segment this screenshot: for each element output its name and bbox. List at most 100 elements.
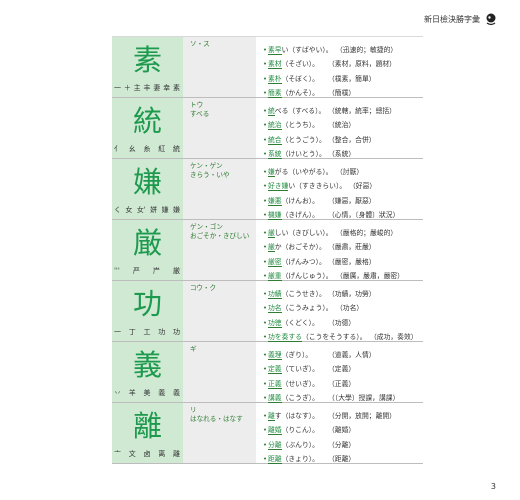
word-reading: （げんじゅう）。 [281, 272, 333, 280]
bullet-icon: • [263, 89, 268, 97]
kanji-entry-row: 離亠文卤离離リはなれる・はなす • 離す（はなす）。 （分開，放開；離開） • 離婚（りこ… [112, 403, 423, 464]
word-meaning: （簡樸） [328, 89, 356, 97]
word-kanji: 統合 [268, 135, 282, 145]
stroke-step: 羊 [128, 389, 136, 397]
word-meaning: （討厭） [336, 167, 364, 176]
word-term: 離す（はなす）。 [268, 410, 328, 421]
on-reading: コウ・ク [190, 284, 217, 292]
word-reading: （げんみつ）。 [281, 257, 326, 266]
stroke-step: 文 [128, 450, 136, 458]
word-term: 距離（きょり）。 [268, 453, 328, 464]
example-words-cell: • 義理（ぎり）。 （道義，人情） • 定義（ていぎ）。 （定義） • 正義（せいぎ）。 （正義… [256, 342, 423, 403]
reading-cell: トウ すべる [183, 98, 256, 158]
word-kanji: 厳重 [268, 272, 282, 281]
word-term: 素朴（そぼく）。 [268, 73, 328, 84]
word-term: 功名（こうみょう）。 [268, 302, 336, 313]
reading-cell: ゲン・ゴン おごそか・きびしい [183, 220, 256, 280]
kanji-character: 嫌 [132, 165, 162, 199]
example-word: • 好き嫌い（すききらい）。 （好惡） [263, 176, 423, 191]
word-meaning: （樸素，簡單） [328, 74, 376, 83]
word-meaning: （功名） [336, 304, 364, 312]
bullet-icon: • [263, 379, 268, 388]
word-meaning: （定義） [328, 365, 356, 373]
page-header: 新日檢決勝字彙 [424, 12, 498, 26]
kanji-cell: 離亠文卤离離 [112, 403, 183, 463]
word-meaning: （系統） [328, 150, 356, 158]
kanji-cell: 義丷羊美義義 [112, 342, 183, 402]
word-kanji: 嫌 [268, 167, 275, 177]
word-meaning: （迅速的；敏捷的） [336, 45, 398, 54]
word-term: 正義（せいぎ）。 [268, 378, 328, 389]
bullet-icon: • [263, 394, 268, 402]
word-reading: （きょり）。 [281, 455, 319, 463]
bullet-icon: • [263, 304, 268, 312]
word-meaning: （分開，放開；離開） [328, 411, 396, 420]
word-term: 功績（こうせき）。 [268, 288, 328, 299]
stroke-step: 統 [173, 145, 180, 153]
word-term: 嫌悪（けんお）。 [268, 195, 328, 206]
kanji-entry-row: 功一丁工功功コウ・ク • 功績（こうせき）。 （功績，功勞） • 功名（こうみょう）。 （功… [112, 281, 423, 342]
word-meaning: （嚴厲，嚴肅，嚴密） [336, 272, 404, 280]
word-kanji: 義理 [268, 350, 282, 360]
stroke-step: 糸 [143, 145, 151, 153]
word-term: 離婚（りこん）。 [268, 424, 328, 435]
bullet-icon: • [263, 333, 268, 341]
word-reading: （こうぎ）。 [281, 394, 319, 402]
bullet-icon: • [263, 318, 268, 327]
stroke-step: 一 [114, 84, 121, 92]
example-word: • 講義（こうぎ）。 （〔大學〕授課，講課） [263, 388, 423, 403]
bullet-icon: • [263, 440, 268, 449]
stroke-step: 美 [143, 389, 151, 397]
word-term: 定義（ていぎ）。 [268, 363, 328, 374]
example-words-cell: • 功績（こうせき）。 （功績，功勞） • 功名（こうみょう）。 （功名） • 功徳（くどく）… [256, 281, 423, 342]
word-reading: （とうごう）。 [281, 135, 326, 144]
word-meaning: （嚴格的；嚴峻的） [336, 228, 398, 237]
stroke-order: 亻幺糸紅統 [114, 145, 180, 153]
kanji-entry-row: 義丷羊美義義ギ • 義理（ぎり）。 （道義，人情） • 定義（ていぎ）。 （定義） • 正義（せ… [112, 342, 423, 403]
word-term: 機嫌（きげん）。 [268, 209, 328, 220]
example-word: • 統治（とうち）。 （統治） [263, 115, 423, 130]
kanji-cell: 素一＋主丰妻幸素 [112, 37, 183, 97]
example-word: • 厳密（げんみつ）。 （嚴密，嚴格） [263, 251, 423, 267]
word-term: 厳しい（きびしい）。 [268, 227, 336, 238]
bullet-icon: • [263, 150, 268, 158]
stroke-step: 一 [114, 328, 121, 336]
stroke-order: 一丁工功功 [114, 328, 180, 336]
word-reading: （ぎり）。 [281, 350, 313, 359]
word-reading: い（すききらい）。 [288, 182, 347, 190]
example-words-cell: • 嫌がる（いやがる）。 （討厭） • 好き嫌い（すききらい）。 （好惡） • 嫌悪（けんお）… [256, 159, 423, 220]
example-words-cell: • 離す（はなす）。 （分開，放開；離開） • 離婚（りこん）。 （離婚） • 分離（ぶんり）… [256, 403, 423, 464]
example-word: • 厳重（げんじゅう）。 （嚴厲，嚴肅，嚴密） [263, 266, 423, 281]
word-reading: （とうち）。 [281, 121, 319, 129]
bullet-icon: • [263, 257, 268, 266]
stroke-order: 一＋主丰妻幸素 [114, 84, 180, 92]
stroke-step: 丷 [114, 389, 121, 397]
kanji-cell: 功一丁工功功 [112, 281, 183, 341]
stroke-step: ＋ [123, 84, 131, 92]
word-kanji: 素材 [268, 60, 282, 69]
word-kanji: 統治 [268, 121, 282, 130]
example-words-cell: • 統べる（すべる）。 （統轄，統率；總括） • 統治（とうち）。 （統治） • 統合（とうご… [256, 98, 423, 159]
word-meaning: （道義，人情） [328, 350, 376, 359]
word-kanji: 統 [268, 106, 275, 116]
example-words-cell: • 厳しい（きびしい）。 （嚴格的；嚴峻的） • 厳か（おごそか）。 （嚴肅，莊嚴） • 厳密… [256, 220, 423, 281]
stroke-step: 功 [173, 328, 180, 336]
word-term: 厳密（げんみつ）。 [268, 256, 328, 267]
bullet-icon: • [263, 272, 268, 280]
mascot-icon [486, 13, 496, 26]
word-meaning: （距離） [328, 455, 356, 463]
word-meaning: （〔大學〕授課，講課） [328, 394, 400, 402]
word-kanji: 厳 [268, 228, 275, 238]
stroke-step: 嫌 [161, 206, 169, 214]
example-word: • 簡素（かんそ）。 （簡樸） [263, 83, 423, 98]
stroke-step: 義 [158, 389, 166, 397]
word-kanji: 功績 [268, 289, 282, 299]
example-word: • 功を奏する（こうをそうする）。 （成功，奏效） [263, 327, 423, 342]
bullet-icon: • [263, 196, 268, 205]
example-word: • 嫌悪（けんお）。 （嫌惡，厭惡） [263, 190, 423, 206]
word-kanji: 定義 [268, 365, 282, 374]
stroke-step: 离 [158, 450, 166, 458]
stroke-step: 厳 [172, 267, 180, 275]
example-word: • 厳しい（きびしい）。 （嚴格的；嚴峻的） [263, 222, 423, 238]
example-word: • 功徳（くどく）。 （功德） [263, 312, 423, 328]
